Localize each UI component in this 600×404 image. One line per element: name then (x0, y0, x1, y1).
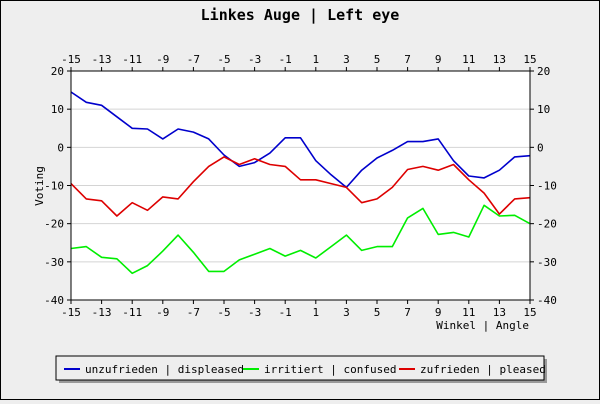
x-tick-label-bottom: -1 (279, 306, 292, 319)
x-tick-label-bottom: -13 (92, 306, 112, 319)
legend-label-0: unzufrieden | displeased (85, 363, 244, 376)
y-tick-label-left: 10 (51, 103, 64, 116)
x-tick-label-top: -13 (92, 53, 112, 66)
x-tick-label-bottom: -7 (187, 306, 200, 319)
legend-box (55, 355, 545, 381)
chart-title: Linkes Auge | Left eye (201, 6, 400, 25)
legend-label-2: zufrieden | pleased (420, 363, 546, 376)
x-tick-label-top: 7 (404, 53, 411, 66)
x-tick-label-bottom: 5 (374, 306, 381, 319)
x-tick-label-bottom: 9 (435, 306, 442, 319)
x-tick-label-bottom: 11 (462, 306, 475, 319)
x-tick-label-top: -9 (156, 53, 169, 66)
x-tick-label-top: 11 (462, 53, 475, 66)
x-tick-label-bottom: 3 (343, 306, 350, 319)
x-tick-label-bottom: -15 (61, 306, 81, 319)
x-tick-label-top: -7 (187, 53, 200, 66)
legend: unzufrieden | displeased irritiert | conf… (55, 355, 547, 383)
x-tick-label-bottom: -9 (156, 306, 169, 319)
y-tick-label-left: -30 (44, 256, 64, 269)
x-tick-label-top: -5 (217, 53, 230, 66)
legend-label-1: irritiert | confused (264, 363, 396, 376)
y-tick-label-left: 0 (57, 141, 64, 154)
grid-lines (71, 108, 530, 263)
x-tick-label-bottom: 13 (493, 306, 506, 319)
series-line-1 (70, 204, 531, 275)
y-tick-label-left: 20 (51, 65, 64, 78)
x-tick-label-top: -15 (61, 53, 81, 66)
y-tick-label-left: -20 (44, 218, 64, 231)
series-line-0 (70, 91, 531, 189)
x-tick-label-top: -3 (248, 53, 261, 66)
x-tick-label-top: 9 (435, 53, 442, 66)
y-tick-label-left: -40 (44, 294, 64, 307)
y-tick-label-left: -10 (44, 180, 64, 193)
x-tick-label-bottom: 15 (523, 306, 536, 319)
y-tick-label-right: -20 (537, 218, 557, 231)
y-tick-label-right: 20 (537, 65, 550, 78)
x-tick-label-top: -1 (279, 53, 292, 66)
x-tick-label-top: -11 (122, 53, 142, 66)
x-tick-label-bottom: -11 (122, 306, 142, 319)
x-tick-label-top: 1 (312, 53, 319, 66)
legend-items: unzufrieden | displeased irritiert | conf… (64, 363, 546, 376)
y-tick-label-right: 10 (537, 103, 550, 116)
y-axis-label: Voting (33, 166, 46, 206)
series-lines (70, 91, 531, 275)
y-tick-label-right: -10 (537, 180, 557, 193)
x-tick-label-top: 15 (523, 53, 536, 66)
x-tick-label-bottom: 1 (312, 306, 319, 319)
x-tick-label-top: 3 (343, 53, 350, 66)
x-tick-label-top: 13 (493, 53, 506, 66)
x-tick-label-bottom: -5 (217, 306, 230, 319)
y-tick-label-right: -40 (537, 294, 557, 307)
series-line-2 (70, 156, 531, 217)
y-tick-label-right: 0 (537, 141, 544, 154)
y-tick-label-right: -30 (537, 256, 557, 269)
x-tick-label-top: 5 (374, 53, 381, 66)
x-tick-label-bottom: 7 (404, 306, 411, 319)
x-axis-label: Winkel | Angle (436, 319, 529, 332)
x-tick-label-bottom: -3 (248, 306, 261, 319)
